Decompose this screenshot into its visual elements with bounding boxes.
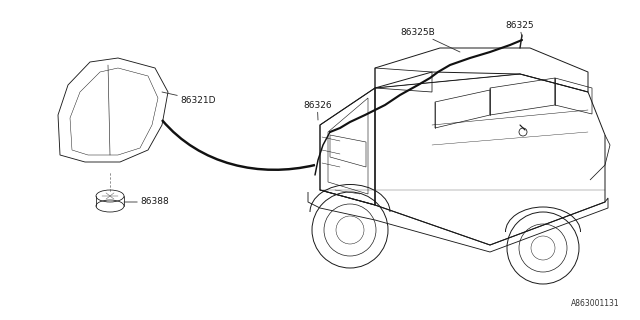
Text: 86321D: 86321D xyxy=(162,92,216,105)
Text: 86325: 86325 xyxy=(505,20,534,37)
Text: 86388: 86388 xyxy=(124,197,169,206)
Text: A863001131: A863001131 xyxy=(572,299,620,308)
Text: 86326: 86326 xyxy=(303,100,332,120)
Text: 86325B: 86325B xyxy=(400,28,460,52)
